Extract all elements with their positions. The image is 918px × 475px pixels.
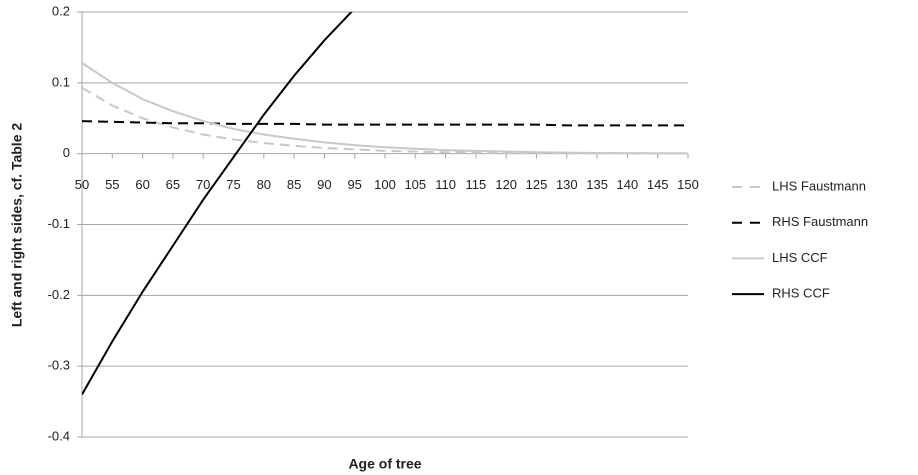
legend-label: LHS CCF bbox=[772, 250, 828, 265]
x-tick-label: 130 bbox=[556, 177, 578, 192]
x-tick-label: 110 bbox=[435, 177, 456, 192]
x-tick-label: 115 bbox=[466, 177, 487, 192]
x-tick-label: 60 bbox=[135, 177, 149, 192]
x-tick-label: 120 bbox=[495, 177, 517, 192]
y-tick-label: 0.1 bbox=[52, 74, 70, 89]
legend-label: RHS Faustmann bbox=[772, 214, 868, 229]
x-tick-label: 140 bbox=[617, 177, 639, 192]
legend-label: RHS CCF bbox=[772, 286, 830, 301]
x-tick-label: 100 bbox=[374, 177, 396, 192]
x-tick-label: 95 bbox=[347, 177, 361, 192]
y-axis-title: Left and right sides, cf. Table 2 bbox=[9, 123, 25, 328]
x-tick-label: 105 bbox=[404, 177, 426, 192]
x-tick-label: 80 bbox=[257, 177, 271, 192]
y-tick-label: 0.2 bbox=[52, 3, 70, 18]
x-tick-label: 150 bbox=[677, 177, 699, 192]
x-tick-label: 85 bbox=[287, 177, 301, 192]
x-tick-label: 125 bbox=[526, 177, 548, 192]
y-tick-label: -0.4 bbox=[48, 428, 70, 443]
y-tick-label: -0.2 bbox=[48, 287, 70, 302]
y-tick-label: -0.1 bbox=[48, 216, 70, 231]
x-tick-label: 145 bbox=[647, 177, 669, 192]
series-line bbox=[82, 120, 688, 127]
x-axis-title: Age of tree bbox=[348, 456, 421, 472]
series-line bbox=[82, 62, 688, 155]
x-tick-label: 90 bbox=[317, 177, 331, 192]
x-tick-label: 75 bbox=[226, 177, 240, 192]
series-line bbox=[82, 12, 353, 395]
x-tick-label: 55 bbox=[105, 177, 119, 192]
legend-label: LHS Faustmann bbox=[772, 178, 866, 193]
y-tick-label: 0 bbox=[63, 145, 70, 160]
y-tick-label: -0.3 bbox=[48, 358, 70, 373]
x-tick-label: 50 bbox=[75, 177, 89, 192]
x-tick-label: 65 bbox=[166, 177, 180, 192]
x-tick-label: 135 bbox=[586, 177, 608, 192]
x-tick-label: 70 bbox=[196, 177, 210, 192]
series-line bbox=[82, 86, 688, 155]
